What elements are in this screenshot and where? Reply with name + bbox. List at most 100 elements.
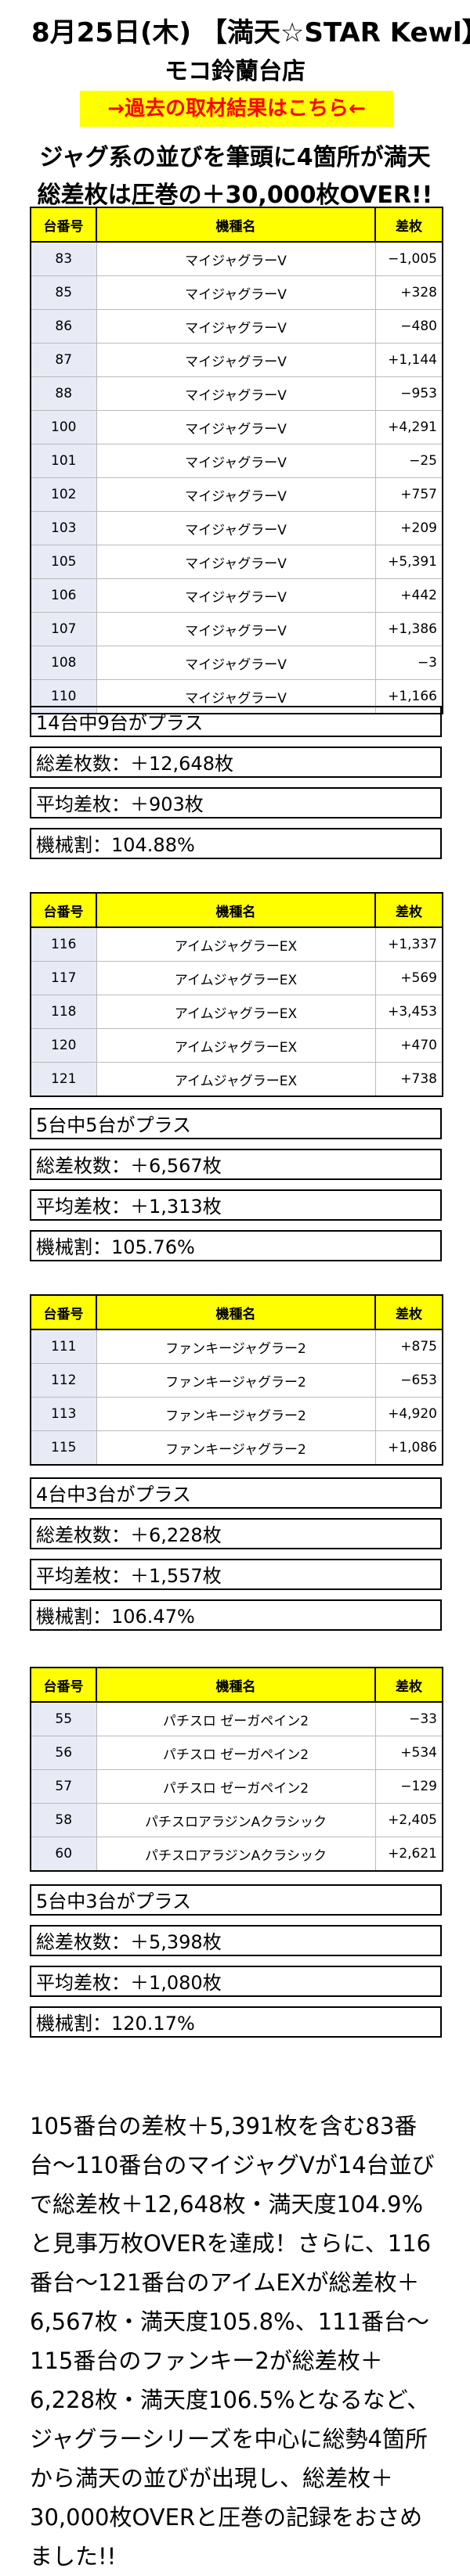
table-row: 101 マイジャグラーV −25 xyxy=(30,444,443,478)
machine-model: マイジャグラーV xyxy=(96,241,376,276)
coin-difference: +5,391 xyxy=(374,545,443,579)
table-header-row: 台番号 機種名 差枚 xyxy=(30,892,443,928)
machine-model: パチスロアラジンAクラシック xyxy=(96,1803,376,1837)
coin-difference: −653 xyxy=(374,1363,443,1398)
table-row: 115 ファンキージャグラー2 +1,086 xyxy=(30,1430,443,1466)
machine-number: 120 xyxy=(30,1028,97,1063)
coin-difference: +569 xyxy=(374,961,443,995)
machine-model: マイジャグラーV xyxy=(96,376,376,411)
column-header-model: 機種名 xyxy=(96,207,376,243)
table-row: 107 マイジャグラーV +1,386 xyxy=(30,612,443,646)
machine-number: 121 xyxy=(30,1062,97,1097)
machine-number: 117 xyxy=(30,961,97,995)
machine-model: アイムジャグラーEX xyxy=(96,995,376,1029)
machine-model: マイジャグラーV xyxy=(96,275,376,310)
coin-difference: −129 xyxy=(374,1769,443,1804)
coin-difference: −25 xyxy=(374,444,443,478)
column-header-diff: 差枚 xyxy=(374,1294,443,1330)
machine-model: マイジャグラーV xyxy=(96,410,376,444)
column-header-no: 台番号 xyxy=(30,207,97,243)
store-name: モコ鈴蘭台店 xyxy=(164,58,306,85)
machine-model: マイジャグラーV xyxy=(96,679,376,714)
machine-number: 85 xyxy=(30,275,97,310)
machine-model: マイジャグラーV xyxy=(96,477,376,512)
machine-model: マイジャグラーV xyxy=(96,578,376,613)
coin-difference: +875 xyxy=(374,1329,443,1364)
machine-number: 56 xyxy=(30,1736,97,1770)
table-row: 55 パチスロ ゼーガペイン2 −33 xyxy=(30,1701,443,1736)
coin-difference: −953 xyxy=(374,376,443,411)
column-header-no: 台番号 xyxy=(30,1294,97,1330)
table-row: 112 ファンキージャグラー2 −653 xyxy=(30,1363,443,1398)
coin-difference: +1,086 xyxy=(374,1430,443,1466)
machine-model: マイジャグラーV xyxy=(96,343,376,377)
coin-difference: −3 xyxy=(374,646,443,680)
machine-number: 112 xyxy=(30,1363,97,1398)
machine-number: 116 xyxy=(30,926,97,962)
stat-box: 機械割：104.88% xyxy=(30,828,442,859)
machine-number: 88 xyxy=(30,376,97,411)
machine-number: 102 xyxy=(30,477,97,512)
machine-model: ファンキージャグラー2 xyxy=(96,1363,376,1398)
machine-number: 60 xyxy=(30,1837,97,1872)
coin-difference: +470 xyxy=(374,1028,443,1063)
column-header-diff: 差枚 xyxy=(374,1667,443,1703)
stat-box: 4台中3台がプラス xyxy=(30,1477,442,1509)
machine-number: 110 xyxy=(30,679,97,714)
column-header-diff: 差枚 xyxy=(374,207,443,243)
coin-difference: +1,166 xyxy=(374,679,443,714)
machine-model: アイムジャグラーEX xyxy=(96,1062,376,1097)
column-header-no: 台番号 xyxy=(30,892,97,928)
table-header-row: 台番号 機種名 差枚 xyxy=(30,1294,443,1330)
coin-difference: +1,144 xyxy=(374,343,443,377)
machine-model: マイジャグラーV xyxy=(96,545,376,579)
coin-difference: −480 xyxy=(374,309,443,344)
column-header-diff: 差枚 xyxy=(374,892,443,928)
table-row: 83 マイジャグラーV −1,005 xyxy=(30,241,443,276)
table-row: 120 アイムジャグラーEX +470 xyxy=(30,1028,443,1063)
coin-difference: +534 xyxy=(374,1736,443,1770)
table-row: 102 マイジャグラーV +757 xyxy=(30,477,443,512)
coin-difference: +209 xyxy=(374,511,443,545)
machine-number: 108 xyxy=(30,646,97,680)
coin-difference: −1,005 xyxy=(374,241,443,276)
machine-number: 111 xyxy=(30,1329,97,1364)
coin-difference: −33 xyxy=(374,1701,443,1736)
table-row: 57 パチスロ ゼーガペイン2 −129 xyxy=(30,1769,443,1804)
coin-difference: +2,405 xyxy=(374,1803,443,1837)
stat-box: 平均差枚：＋903枚 xyxy=(30,787,442,818)
stat-box: 総差枚数：＋12,648枚 xyxy=(30,747,442,778)
coin-difference: +4,920 xyxy=(374,1397,443,1431)
machine-number: 107 xyxy=(30,612,97,646)
column-header-model: 機種名 xyxy=(96,1294,376,1330)
machine-number: 83 xyxy=(30,241,97,276)
machine-number: 106 xyxy=(30,578,97,613)
machine-number: 57 xyxy=(30,1769,97,1804)
table-row: 60 パチスロアラジンAクラシック +2,621 xyxy=(30,1837,443,1872)
machine-number: 55 xyxy=(30,1701,97,1736)
coin-difference: +1,386 xyxy=(374,612,443,646)
machine-model: パチスロ ゼーガペイン2 xyxy=(96,1701,376,1736)
machine-model: マイジャグラーV xyxy=(96,511,376,545)
machine-model: パチスロ ゼーガペイン2 xyxy=(96,1769,376,1804)
results-table: 台番号 機種名 差枚 83 マイジャグラーV −1,005 85 マイジャグラーV +328 86… xyxy=(30,207,443,714)
stat-box: 機械割：120.17% xyxy=(30,2006,442,2038)
machine-model: マイジャグラーV xyxy=(96,444,376,478)
table-header-row: 台番号 機種名 差枚 xyxy=(30,1667,443,1703)
table-row: 110 マイジャグラーV +1,166 xyxy=(30,679,443,714)
stat-box: 5台中5台がプラス xyxy=(30,1108,442,1139)
stat-box: 総差枚数：＋6,228枚 xyxy=(30,1518,442,1549)
table-row: 100 マイジャグラーV +4,291 xyxy=(30,410,443,444)
table-row: 118 アイムジャグラーEX +3,453 xyxy=(30,995,443,1029)
coin-difference: +757 xyxy=(374,477,443,512)
coin-difference: +442 xyxy=(374,578,443,613)
stat-box: 総差枚数：＋6,567枚 xyxy=(30,1149,442,1180)
results-table: 台番号 機種名 差枚 111 ファンキージャグラー2 +875 112 ファンキージャグラー2… xyxy=(30,1294,443,1466)
machine-model: マイジャグラーV xyxy=(96,612,376,646)
past-results-link[interactable]: →過去の取材結果はこちら← xyxy=(80,91,393,127)
machine-number: 87 xyxy=(30,343,97,377)
table-row: 116 アイムジャグラーEX +1,337 xyxy=(30,926,443,962)
machine-model: マイジャグラーV xyxy=(96,646,376,680)
column-header-model: 機種名 xyxy=(96,1667,376,1703)
